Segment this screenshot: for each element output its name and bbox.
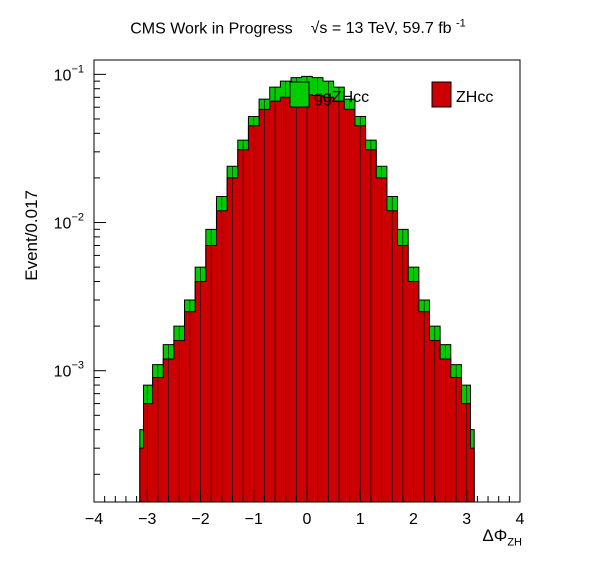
- x-tick-label: 3: [462, 511, 471, 528]
- x-tick-label: −4: [85, 511, 103, 528]
- experiment-label: CMS Work in Progress: [130, 20, 293, 38]
- y-tick-label: 10−3: [54, 360, 84, 381]
- y-tick-label: 10−2: [54, 212, 84, 233]
- histogram-layer: [139, 75, 475, 502]
- chart-title: CMS Work in Progress √s = 13 TeV, 59.7 fb…: [0, 18, 596, 38]
- x-tick-label: 4: [516, 511, 525, 528]
- legend-swatch-ggZHcc: [289, 81, 310, 108]
- x-tick-label: −1: [245, 511, 263, 528]
- x-tick-label: 0: [303, 511, 312, 528]
- legend: ggZHcc ZHcc: [289, 81, 493, 108]
- y-tick-label: 10−1: [54, 63, 84, 84]
- energy-lumi-label: √s = 13 TeV, 59.7 fb -1: [310, 18, 466, 38]
- axes: −4 −3 −2 −1 0 1 2 3 4 10−1 10−2 10−3: [54, 63, 525, 528]
- x-tick-label: 1: [356, 511, 365, 528]
- x-tick-label: −2: [191, 511, 209, 528]
- x-tick-label: 2: [409, 511, 418, 528]
- legend-label-ggZHcc: ggZHcc: [314, 89, 369, 106]
- x-axis-label: ΔΦZH: [482, 526, 522, 549]
- lumi-exponent: -1: [455, 18, 466, 30]
- legend-swatch-ZHcc: [431, 81, 452, 108]
- legend-label-ZHcc: ZHcc: [456, 89, 493, 106]
- x-tick-label: −3: [138, 511, 156, 528]
